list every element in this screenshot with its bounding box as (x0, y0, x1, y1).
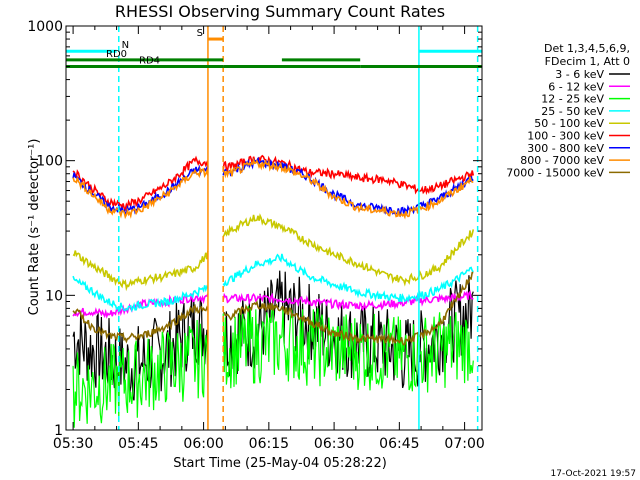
x-axis-label: Start Time (25-May-04 05:28:22) (173, 456, 387, 471)
legend-label-7: 800 - 7000 keV (520, 154, 604, 167)
series-line-25-50-kev (72, 253, 474, 313)
y-tick-label-2: 100 (36, 154, 63, 170)
x-tick-label-0: 05:30 (53, 436, 93, 452)
series-line-100-300-kev (72, 154, 475, 212)
legend-label-0: 3 - 6 keV (555, 68, 604, 81)
x-tick-label-1: 05:45 (118, 436, 158, 452)
y-tick-label-0: 1 (54, 423, 63, 439)
series-line-800-7000-kev (72, 157, 474, 220)
x-tick-label-4: 06:30 (314, 436, 354, 452)
axes: 05:30 05:45 06:00 06:15 06:30 06:45 07:00 1 10 10… (27, 19, 484, 452)
legend-header-1: FDecim 1, Att 0 (545, 55, 630, 68)
x-tick-label-6: 07:00 (444, 436, 484, 452)
series-line-50-100-kev (72, 213, 475, 292)
legend-label-5: 100 - 300 keV (527, 130, 604, 143)
legend: Det 1,3,4,5,6,9,FDecim 1, Att 03 - 6 keV… (506, 42, 630, 179)
legend-label-3: 25 - 50 keV (541, 105, 604, 118)
chart-title: RHESSI Observing Summary Count Rates (115, 2, 445, 21)
legend-label-6: 300 - 800 keV (527, 142, 604, 155)
y-tick-label-1: 10 (45, 288, 63, 304)
flag-label-rd0: RD0 (106, 49, 127, 60)
x-tick-label-3: 06:15 (249, 436, 289, 452)
legend-header-0: Det 1,3,4,5,6,9, (544, 42, 630, 55)
flag-label-s: S (197, 28, 203, 39)
legend-label-8: 7000 - 15000 keV (506, 166, 604, 179)
legend-label-4: 50 - 100 keV (534, 117, 604, 130)
flag-label-rd4: RD4 (139, 56, 160, 67)
legend-label-2: 12 - 25 keV (541, 93, 604, 106)
footer-date: 17-Oct-2021 19:57 (551, 469, 636, 479)
flag-label-n: N (122, 40, 129, 51)
legend-label-1: 6 - 12 keV (548, 80, 604, 93)
x-tick-label-2: 06:00 (183, 436, 223, 452)
plot-frame (65, 25, 483, 431)
series-line-12-25-kev (72, 304, 474, 428)
x-tick-label-5: 06:45 (379, 436, 419, 452)
plot-area (66, 26, 482, 430)
y-axis-label: Count Rate (s⁻¹ detector⁻¹) (27, 139, 42, 316)
y-tick-label-3: 1000 (27, 19, 63, 35)
series-line-7000-15000-kev (72, 271, 474, 346)
